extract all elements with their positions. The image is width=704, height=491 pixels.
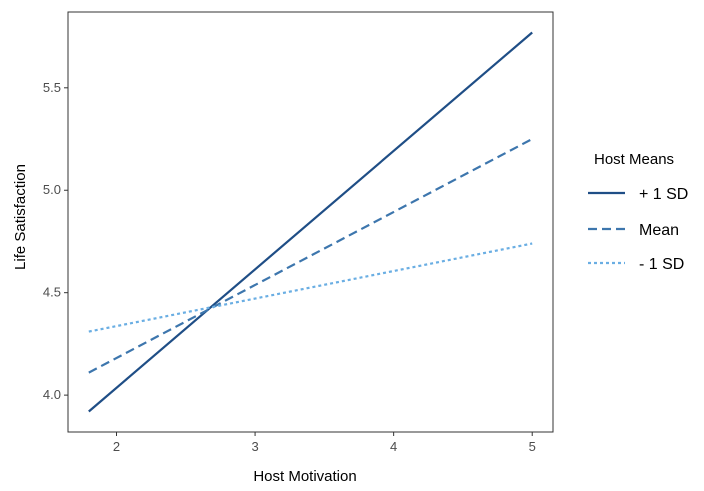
x-tick-label: 2 xyxy=(113,439,120,454)
legend-label-2: Mean xyxy=(639,222,679,239)
legend-label-1: + 1 SD xyxy=(639,186,688,203)
series-line-1 xyxy=(88,31,533,413)
x-tick-label: 4 xyxy=(390,439,397,454)
x-axis-title: Host Motivation xyxy=(253,468,356,485)
y-axis-title: Life Satisfaction xyxy=(12,164,29,270)
x-axis-ticks: 2 3 4 5 xyxy=(113,432,536,454)
legend-title: Host Means xyxy=(594,151,674,168)
legend-label-3: - 1 SD xyxy=(639,256,684,273)
legend: Host Means + 1 SD Mean - 1 SD xyxy=(588,151,688,273)
y-tick-label: 5.0 xyxy=(43,182,61,197)
y-tick-label: 4.0 xyxy=(43,387,61,402)
x-tick-label: 5 xyxy=(529,439,536,454)
y-tick-label: 4.5 xyxy=(43,285,61,300)
y-axis-ticks: 4.0 4.5 5.0 5.5 xyxy=(43,80,68,402)
legend-items: + 1 SD Mean - 1 SD xyxy=(588,186,688,273)
y-tick-label: 5.5 xyxy=(43,80,61,95)
series-layer xyxy=(88,31,533,413)
x-tick-label: 3 xyxy=(251,439,258,454)
